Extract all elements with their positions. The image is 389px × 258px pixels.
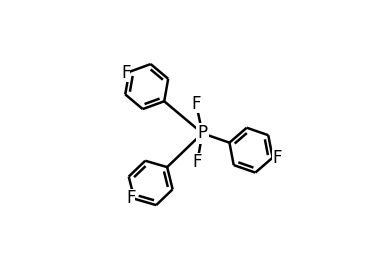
Text: F: F <box>126 189 135 207</box>
Text: P: P <box>197 124 207 142</box>
Text: F: F <box>193 153 202 171</box>
Text: F: F <box>192 95 201 114</box>
Text: F: F <box>121 64 130 82</box>
Text: F: F <box>272 149 282 167</box>
